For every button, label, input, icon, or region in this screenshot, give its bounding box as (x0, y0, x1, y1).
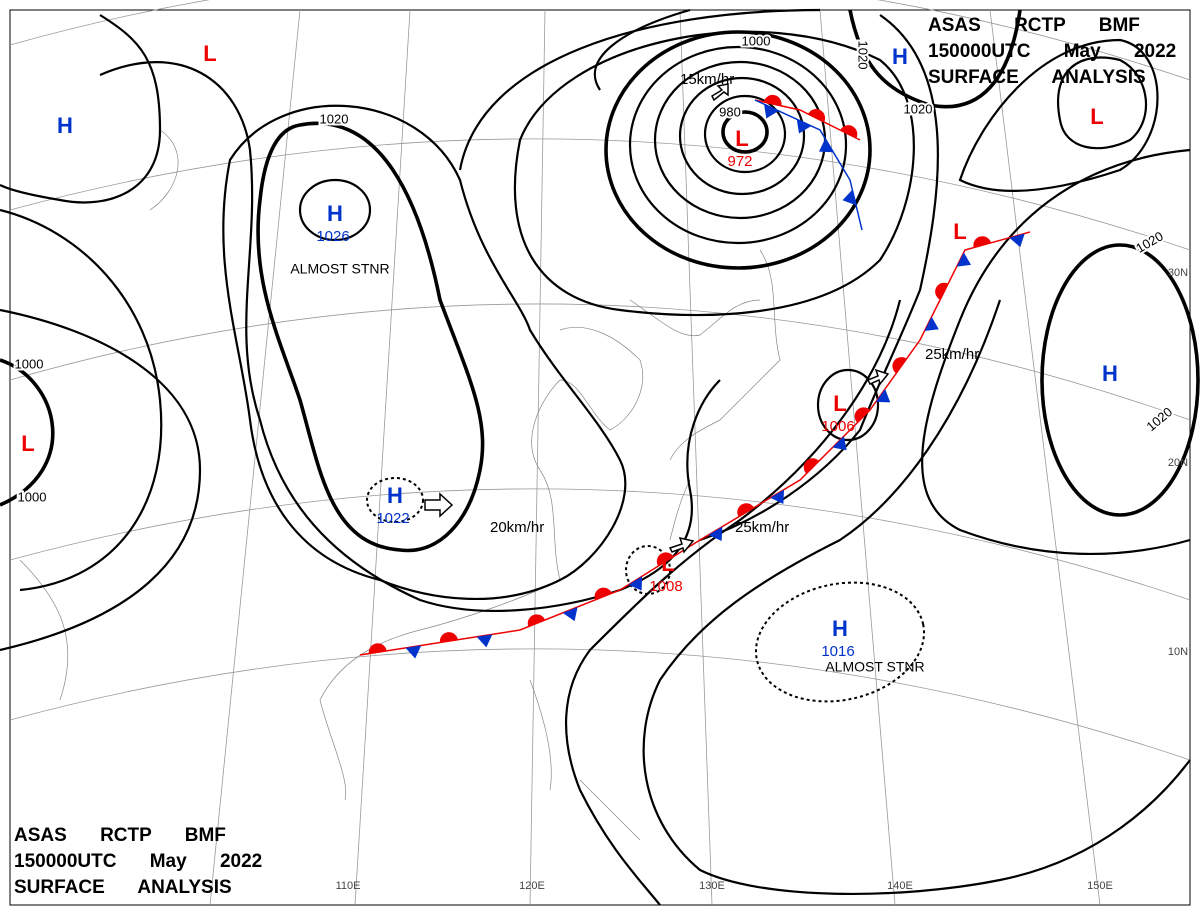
system-symbol: H (892, 44, 908, 69)
warm-front-symbol (656, 552, 674, 567)
isobars (0, 8, 1200, 906)
note: ALMOST STNR (290, 261, 389, 277)
warm-front (754, 99, 861, 141)
system-symbol: H (832, 616, 848, 641)
cold-front-symbol (770, 489, 785, 504)
motion-label: 20km/hr (490, 519, 544, 536)
latitude-label: 30N (1168, 267, 1188, 279)
header-line: ASAS RCTP BMF (928, 15, 1140, 36)
cold-front-symbol (924, 316, 939, 332)
longitude-label: 120E (519, 880, 545, 892)
warm-front-symbol (439, 632, 458, 643)
cold-front-symbol (875, 388, 891, 403)
cold-front (754, 99, 863, 231)
cold-front-symbol (1009, 233, 1025, 248)
fronts (359, 94, 1031, 659)
warm-front-symbol (763, 94, 782, 106)
isobar-label: 1020 (320, 111, 349, 126)
cold-front-symbol (628, 576, 643, 591)
warm-front-symbol (368, 643, 387, 654)
system-symbol: H (327, 201, 343, 226)
cold-front-symbol (832, 436, 847, 451)
warm-front-symbol (840, 125, 858, 139)
central-pressure: 1016 (821, 643, 854, 660)
header-line: 150000UTC May 2022 (928, 41, 1176, 62)
cold-front-symbol (764, 104, 779, 119)
header-line: SURFACE ANALYSIS (14, 877, 232, 898)
motion-label: 25km/hr (735, 519, 789, 536)
isobar-label: 1000 (18, 489, 47, 504)
warm-front-symbol (803, 458, 820, 474)
central-pressure: 1026 (316, 228, 349, 245)
map-frame (9, 9, 1191, 906)
central-pressure: 972 (727, 153, 752, 170)
system-symbol: H (387, 483, 403, 508)
isobar-label: 1020 (904, 101, 933, 116)
central-pressure: 1008 (649, 578, 682, 595)
coastlines (19, 129, 781, 841)
system-symbol: L (953, 219, 966, 244)
warm-front-symbol (594, 587, 612, 600)
isobar-label: 1000 (742, 33, 771, 48)
central-pressure: 1022 (376, 510, 409, 527)
longitude-label: 110E (336, 880, 361, 892)
note: ALMOST STNR (825, 659, 924, 675)
warm-front-symbol (973, 236, 992, 248)
cold-front-symbol (708, 526, 723, 542)
cold-front-symbol (476, 634, 493, 648)
cold-front-symbol (796, 119, 812, 134)
isobar-label: 980 (719, 104, 741, 119)
system-symbol: L (735, 126, 748, 151)
warm-front-symbol (854, 407, 871, 423)
labels: ASAS RCTP BMF 150000UTC May 2022 SURFACE A… (13, 15, 1189, 898)
header-line: SURFACE ANALYSIS (928, 67, 1146, 88)
warm-front-symbol (737, 503, 755, 517)
isobar-label: 1000 (15, 356, 44, 371)
longitude-label: 130E (699, 880, 725, 892)
cold-front-symbol (818, 138, 834, 153)
system-symbol: H (57, 113, 73, 138)
system-symbol: L (661, 551, 674, 576)
central-pressure: 1006 (821, 418, 854, 435)
isobar-label: 1020 (856, 41, 871, 70)
cold-front-symbol (562, 606, 578, 622)
motion-label: 15km/hr (680, 71, 734, 88)
motion-label: 25km/hr (925, 346, 979, 363)
system-symbol: H (1102, 361, 1118, 386)
cold-front-symbol (405, 645, 422, 659)
motion-arrows (424, 83, 890, 554)
warm-front-symbol (808, 109, 826, 123)
cold-front-symbol (956, 252, 971, 267)
system-symbol: L (833, 391, 846, 416)
longitude-label: 150E (1087, 880, 1113, 892)
warm-front-symbol (527, 614, 546, 627)
latitude-label: 10N (1168, 646, 1188, 658)
stationary-front (359, 231, 1031, 656)
warm-front-symbol (935, 282, 949, 300)
system-symbol: L (1090, 104, 1103, 129)
longitude-label: 140E (887, 880, 913, 892)
latitude-label: 20N (1168, 457, 1188, 469)
warm-front-symbol (892, 357, 907, 374)
cold-front-symbol (842, 189, 857, 206)
header-line: 150000UTC May 2022 (14, 851, 262, 872)
header-line: ASAS RCTP BMF (14, 825, 226, 846)
system-symbol: L (203, 41, 216, 66)
system-symbol: L (21, 431, 34, 456)
